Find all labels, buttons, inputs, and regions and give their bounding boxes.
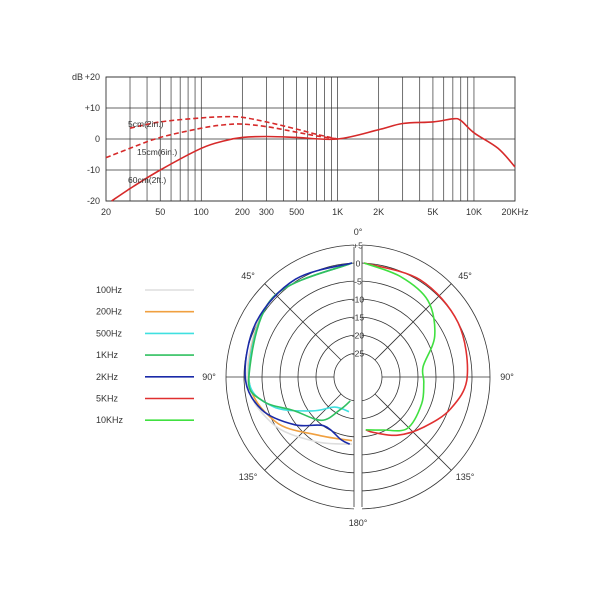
r-tick-label: +5	[353, 241, 363, 251]
x-tick-label: 20KHz	[501, 207, 529, 217]
polar-labels: +5 0 -5 -10 -15 -20 -25 0° 45° 90° 135° 180° 135° 90°…	[202, 227, 514, 528]
polar-grid	[225, 241, 491, 513]
polar-series-line-6	[363, 262, 436, 432]
y-tick-label: -10	[87, 165, 100, 175]
series-line-0	[129, 115, 338, 140]
x-tick-label: 500	[289, 207, 304, 217]
angle-label: 180°	[349, 518, 368, 528]
series-line-2	[111, 117, 516, 202]
r-tick-label: -25	[352, 349, 365, 359]
x-tick-label: 100	[194, 207, 209, 217]
polar-spoke	[264, 283, 342, 361]
series-label: 60cm(2ft.)	[128, 175, 166, 185]
legend-label: 5KHz	[96, 394, 119, 404]
angle-label: 135°	[456, 472, 475, 482]
y-unit-label: dB	[72, 72, 83, 82]
polar-series-line-0	[246, 262, 353, 445]
polar-series-line-4	[244, 262, 353, 445]
x-tick-label: 50	[155, 207, 165, 217]
frequency-response-curves	[105, 115, 516, 202]
y-tick-label: +20	[85, 72, 100, 82]
r-tick-label: -10	[352, 295, 365, 305]
x-tick-label: 10K	[466, 207, 482, 217]
y-tick-label: 0	[95, 134, 100, 144]
series-label: 15cm(6in.)	[137, 147, 177, 157]
angle-label: 90°	[202, 372, 216, 382]
x-tick-label: 5K	[427, 207, 438, 217]
x-tick-label: 1K	[332, 207, 343, 217]
legend-label: 10KHz	[96, 415, 124, 425]
r-tick-label: -5	[354, 277, 362, 287]
x-tick-label: 200	[235, 207, 250, 217]
y-tick-label: -20	[87, 196, 100, 206]
frequency-response-labels: 20 50 100 200 300 500 1K 2K 5K 10K 20KHz +20 +10 0 -10…	[72, 72, 529, 217]
legend-label: 2KHz	[96, 372, 119, 382]
polar-spoke	[374, 283, 452, 361]
angle-label: 45°	[458, 271, 472, 281]
plot-frame	[105, 76, 516, 202]
legend-label: 500Hz	[96, 328, 123, 338]
angle-label: 45°	[241, 271, 255, 281]
polar-series-line-5	[363, 262, 469, 437]
legend-label: 1KHz	[96, 350, 119, 360]
series-label: 5cm(2in.)	[128, 119, 164, 129]
angle-label: 90°	[500, 372, 514, 382]
x-tick-label: 300	[259, 207, 274, 217]
polar-curves	[244, 262, 469, 445]
r-tick-label: 0	[356, 259, 361, 269]
r-tick-label: -15	[352, 313, 365, 323]
center-gap	[354, 241, 362, 513]
angle-label: 135°	[239, 472, 258, 482]
series-line-1	[105, 123, 338, 159]
y-tick-label: +10	[85, 103, 100, 113]
x-tick-label: 20	[101, 207, 111, 217]
angle-label: 0°	[354, 227, 363, 237]
polar-series-line-2	[247, 262, 353, 413]
legend: 100Hz 200Hz 500Hz 1KHz 2KHz 5KHz 10KHz	[96, 285, 194, 425]
legend-label: 100Hz	[96, 285, 123, 295]
r-tick-label: -20	[352, 331, 365, 341]
legend-label: 200Hz	[96, 307, 123, 317]
frequency-response-grid	[105, 76, 516, 202]
x-tick-label: 2K	[373, 207, 384, 217]
